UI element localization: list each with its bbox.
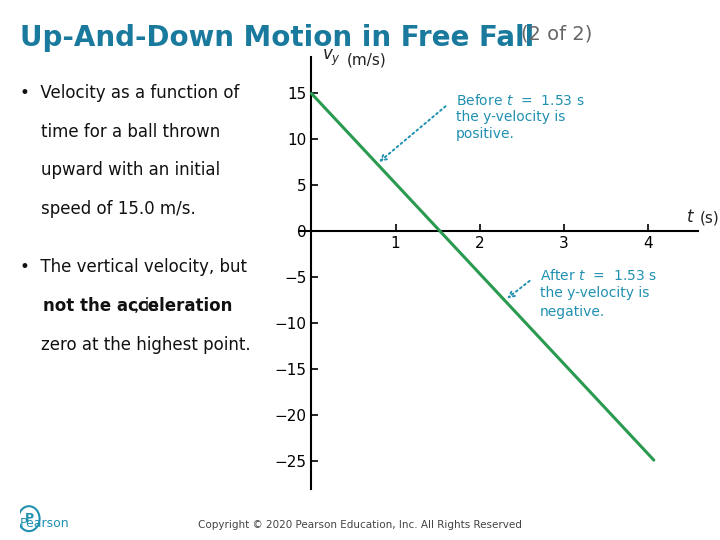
Text: After $t$  =  1.53 s: After $t$ = 1.53 s xyxy=(540,268,657,283)
Text: (s): (s) xyxy=(700,211,720,226)
Text: the y-velocity is: the y-velocity is xyxy=(540,287,649,300)
Text: (m/s): (m/s) xyxy=(347,53,387,68)
Text: •  Velocity as a function of: • Velocity as a function of xyxy=(20,84,240,102)
Text: Before $t$  =  1.53 s: Before $t$ = 1.53 s xyxy=(456,93,585,109)
Text: speed of 15.0 m/s.: speed of 15.0 m/s. xyxy=(20,200,196,218)
Text: upward with an initial: upward with an initial xyxy=(20,161,220,179)
Text: (2 of 2): (2 of 2) xyxy=(521,24,593,43)
Text: time for a ball thrown: time for a ball thrown xyxy=(20,123,220,140)
Text: Up-And-Down Motion in Free Fall: Up-And-Down Motion in Free Fall xyxy=(20,24,534,52)
Text: , is: , is xyxy=(134,297,158,315)
Text: Pearson: Pearson xyxy=(20,517,70,530)
Text: •  The vertical velocity, but: • The vertical velocity, but xyxy=(20,258,247,276)
Text: $t$: $t$ xyxy=(685,208,695,226)
Text: positive.: positive. xyxy=(456,126,515,140)
Text: zero at the highest point.: zero at the highest point. xyxy=(20,336,251,354)
Text: P: P xyxy=(24,512,34,525)
Text: negative.: negative. xyxy=(540,305,606,319)
Text: Copyright © 2020 Pearson Education, Inc. All Rights Reserved: Copyright © 2020 Pearson Education, Inc.… xyxy=(198,520,522,530)
Text: $v_y$: $v_y$ xyxy=(322,48,341,68)
Text: the y-velocity is: the y-velocity is xyxy=(456,110,565,124)
Text: not the acceleration: not the acceleration xyxy=(20,297,233,315)
